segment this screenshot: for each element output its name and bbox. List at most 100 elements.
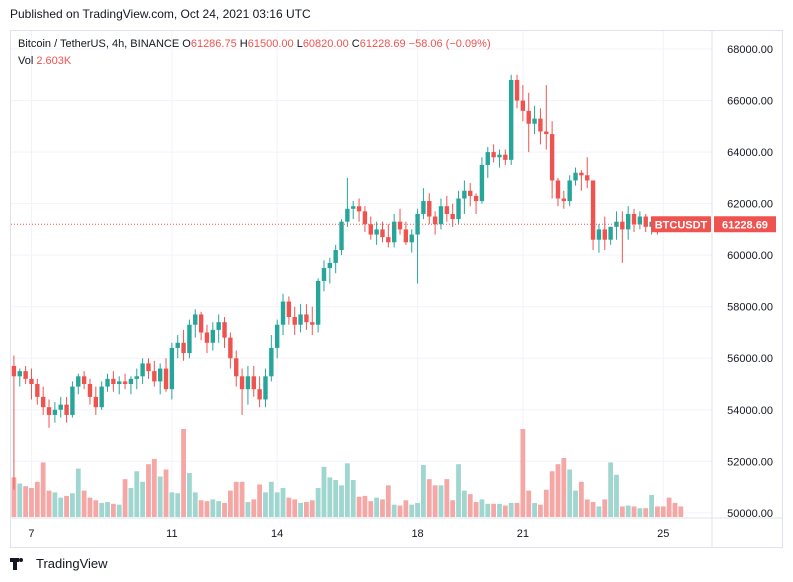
- volume-bar: [87, 497, 93, 517]
- candle-body: [152, 371, 157, 382]
- candle-body: [81, 376, 87, 385]
- candle-body: [58, 404, 63, 410]
- candle-body: [508, 79, 514, 160]
- volume-bar: [298, 502, 303, 517]
- volume-bar: [655, 506, 660, 517]
- volume-bar: [40, 462, 46, 517]
- volume-bar: [666, 497, 672, 517]
- candle-body: [93, 396, 99, 408]
- volume-bar: [321, 466, 327, 517]
- volume-bar: [584, 499, 590, 517]
- volume-bar: [192, 492, 198, 517]
- legend-vol-value: 2.603K: [36, 55, 72, 67]
- candle-body: [46, 407, 52, 415]
- volume-bar: [385, 485, 391, 517]
- candle-body: [544, 131, 549, 135]
- volume-bar: [444, 479, 450, 517]
- volume-bar: [619, 506, 625, 517]
- legend-close-label: C: [351, 38, 360, 50]
- candle-body: [181, 342, 186, 354]
- candle-body: [228, 337, 233, 359]
- candle-body: [321, 268, 327, 281]
- y-tick-label: 58000.00: [727, 302, 773, 314]
- candle-body: [339, 221, 344, 251]
- volume-bar: [596, 506, 602, 517]
- candle-body: [532, 118, 537, 124]
- volume-bar: [514, 502, 520, 517]
- volume-bar: [210, 499, 216, 517]
- candle-body: [625, 213, 631, 230]
- candle-body: [169, 347, 175, 390]
- candle-body: [35, 384, 40, 397]
- volume-bar: [461, 490, 467, 517]
- candle-body: [468, 190, 473, 196]
- volume-bar: [649, 495, 654, 517]
- candle-body: [64, 404, 69, 415]
- candle-body: [497, 154, 502, 158]
- candle-body: [128, 378, 134, 385]
- footer-brand[interactable]: TradingView: [10, 556, 108, 571]
- volume-bar: [52, 492, 58, 517]
- candle-body: [526, 110, 531, 124]
- volume-bar: [75, 468, 81, 517]
- volume-bar: [339, 485, 344, 517]
- volume-bar: [532, 502, 537, 517]
- volume-bar: [163, 469, 169, 517]
- volume-bar: [239, 481, 245, 517]
- candle-body: [239, 376, 245, 390]
- candle-body: [193, 314, 198, 325]
- volume-bar: [561, 458, 567, 517]
- volume-bar: [187, 473, 192, 517]
- volume-bar: [520, 429, 526, 517]
- volume-bar: [426, 479, 432, 517]
- candle-body: [415, 213, 420, 235]
- legend-high-label: H: [239, 38, 248, 50]
- candle-body: [333, 250, 338, 263]
- candle-body: [479, 164, 485, 202]
- volume-bar: [432, 485, 438, 517]
- volume-bar: [292, 499, 298, 517]
- volume-bar: [567, 469, 573, 517]
- volume-bar: [81, 490, 87, 517]
- volume-bar: [608, 462, 614, 517]
- legend-high-value: 61500.00: [247, 38, 294, 50]
- candle-body: [555, 180, 561, 199]
- volume-bar: [257, 484, 263, 517]
- candle-body: [427, 201, 432, 217]
- candle-body: [514, 79, 520, 101]
- candle-body: [29, 378, 34, 385]
- candle-body: [210, 329, 216, 343]
- y-tick-label: 54000.00: [727, 405, 773, 417]
- candle-body: [380, 229, 385, 238]
- volume-bar: [280, 487, 286, 517]
- volume-bar: [350, 480, 356, 517]
- candle-body: [538, 118, 543, 132]
- volume-bar: [204, 501, 210, 517]
- candle-body: [187, 324, 192, 354]
- candle-body: [409, 234, 414, 243]
- candle-body: [374, 229, 379, 235]
- candle-body: [204, 332, 210, 343]
- candle-body: [643, 216, 648, 227]
- volume-bar: [467, 494, 473, 517]
- volume-bar: [438, 485, 444, 517]
- volume-bar: [497, 503, 502, 517]
- volume-bar: [485, 503, 491, 517]
- y-tick-label: 66000.00: [727, 96, 773, 108]
- volume-bar: [157, 476, 163, 517]
- volume-bar: [140, 481, 146, 517]
- volume-bar: [175, 493, 181, 517]
- candle-body: [637, 216, 643, 225]
- candle-body: [462, 190, 467, 199]
- candle-body: [315, 280, 321, 325]
- candle-body: [456, 198, 461, 220]
- candle-body: [87, 384, 93, 397]
- candle-body: [432, 216, 438, 225]
- volume-bar: [58, 497, 64, 517]
- candle-body: [40, 396, 46, 408]
- candle-body: [596, 229, 602, 240]
- candle-body: [274, 324, 280, 348]
- volume-bar: [222, 502, 227, 517]
- candle-body: [175, 342, 180, 348]
